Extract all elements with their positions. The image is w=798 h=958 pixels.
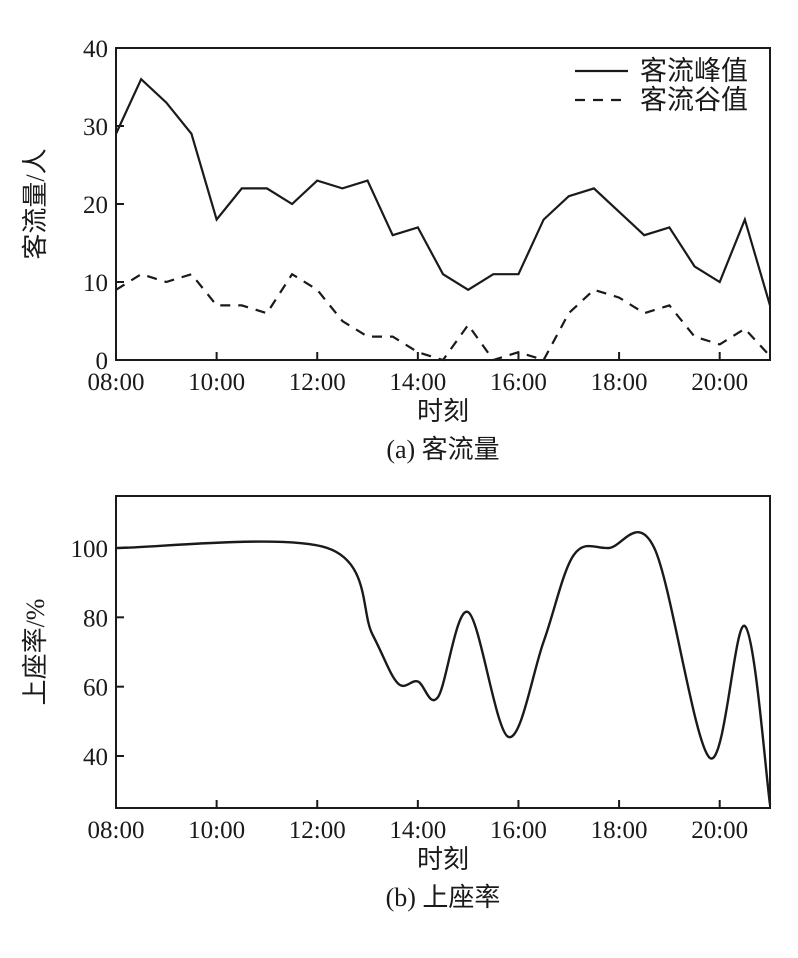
chart-b-x-axis-label: 时刻 bbox=[417, 845, 469, 874]
x-tick-label: 10:00 bbox=[188, 369, 245, 396]
y-tick-label: 100 bbox=[71, 536, 109, 563]
legend-label-peak: 客流峰值 bbox=[640, 56, 748, 86]
x-tick-label: 08:00 bbox=[88, 369, 145, 396]
chart-a: 0 10 20 30 40 08:00 10:00 12:00 14:00 16:00 18:00… bbox=[21, 36, 772, 464]
chart-a-y-axis-label: 客流量/人 bbox=[21, 148, 50, 259]
legend-label-valley: 客流谷值 bbox=[640, 85, 748, 115]
x-tick-label: 08:00 bbox=[88, 817, 145, 844]
y-tick-label: 60 bbox=[83, 675, 108, 702]
x-tick-label: 18:00 bbox=[591, 369, 648, 396]
chart-a-caption: (a) 客流量 bbox=[386, 435, 499, 464]
x-tick-label: 12:00 bbox=[289, 369, 346, 396]
y-tick-label: 30 bbox=[83, 114, 108, 141]
y-tick-label: 40 bbox=[83, 744, 108, 771]
chart-b-caption: (b) 上座率 bbox=[386, 883, 501, 912]
x-tick-label: 14:00 bbox=[389, 369, 446, 396]
y-tick-label: 10 bbox=[83, 270, 108, 297]
y-tick-label: 40 bbox=[83, 36, 108, 63]
chart-b: 40 60 80 100 08:00 10:00 12:00 14:00 16:00 18:00… bbox=[21, 495, 772, 912]
x-tick-label: 12:00 bbox=[289, 817, 346, 844]
x-tick-label: 20:00 bbox=[691, 369, 748, 396]
x-tick-label: 18:00 bbox=[591, 817, 648, 844]
y-tick-label: 0 bbox=[96, 348, 109, 375]
chart-b-x-ticks: 08:00 10:00 12:00 14:00 16:00 18:00 20:00 bbox=[88, 800, 748, 844]
chart-a-series-valley-line bbox=[115, 272, 771, 362]
chart-a-y-ticks: 0 10 20 30 40 bbox=[83, 36, 124, 375]
chart-b-occupancy-line bbox=[115, 531, 772, 805]
chart-a-x-ticks: 08:00 10:00 12:00 14:00 16:00 18:00 20:00 bbox=[88, 352, 748, 396]
y-tick-label: 80 bbox=[83, 605, 108, 632]
chart-b-y-ticks: 40 60 80 100 bbox=[71, 536, 124, 771]
y-tick-label: 20 bbox=[83, 192, 108, 219]
x-tick-label: 10:00 bbox=[188, 817, 245, 844]
chart-a-series-peak-line bbox=[115, 77, 772, 306]
x-tick-label: 14:00 bbox=[389, 817, 446, 844]
x-tick-label: 16:00 bbox=[490, 369, 547, 396]
chart-a-legend: 客流峰值 客流谷值 bbox=[575, 56, 748, 115]
x-tick-label: 20:00 bbox=[691, 817, 748, 844]
chart-a-x-axis-label: 时刻 bbox=[417, 397, 469, 426]
chart-b-plot-frame bbox=[115, 495, 771, 809]
chart-b-y-axis-label: 上座率/% bbox=[21, 599, 50, 706]
x-tick-label: 16:00 bbox=[490, 817, 547, 844]
